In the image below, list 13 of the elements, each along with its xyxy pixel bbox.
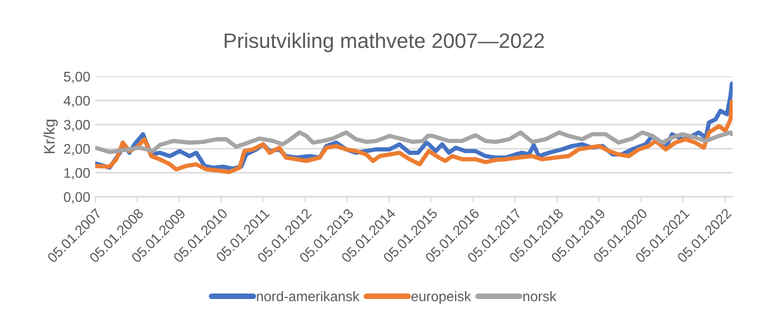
y-tick-label: 1,00 <box>64 168 90 180</box>
legend-label: nord-amerikansk <box>256 291 360 302</box>
legend-label: norsk <box>523 291 556 302</box>
y-tick-label: 3,00 <box>64 120 90 132</box>
line-series <box>95 100 733 174</box>
y-tick-label: 4,00 <box>64 96 90 108</box>
line-series <box>95 130 733 154</box>
y-tick-label: 2,00 <box>64 144 90 156</box>
y-tick-label: 5,00 <box>64 72 90 84</box>
y-axis-title: Kr/kg <box>44 120 58 154</box>
legend-label: europeisk <box>411 291 472 304</box>
y-tick-label: 0,00 <box>64 192 90 204</box>
chart-title: Prisutvikling mathvete 2007—2022 <box>224 32 544 52</box>
